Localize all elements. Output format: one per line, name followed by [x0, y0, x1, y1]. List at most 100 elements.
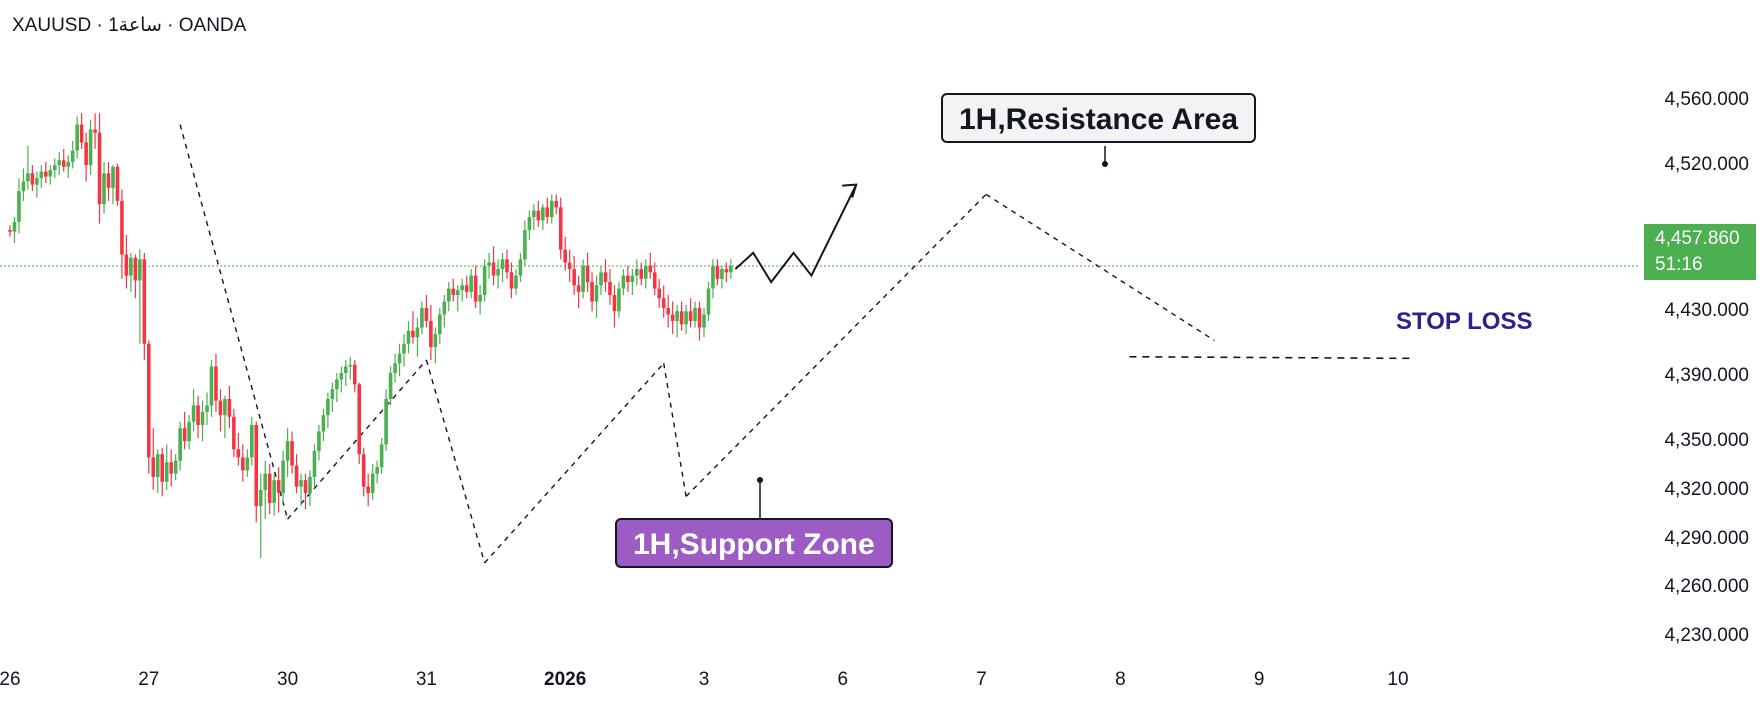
candle [263, 460, 268, 520]
candle [706, 282, 711, 322]
candle [693, 301, 697, 328]
price-tick-label: 4,230.000 [1664, 625, 1749, 646]
trend-line [484, 362, 665, 564]
candle [379, 437, 384, 474]
time-tick-label: 30 [277, 669, 299, 690]
candle [120, 189, 124, 279]
candle [236, 433, 241, 466]
candle [446, 282, 451, 312]
time-tick-label: 6 [837, 669, 849, 690]
candle [52, 158, 57, 179]
candle [599, 265, 603, 296]
candle [643, 259, 648, 289]
candle [35, 171, 39, 198]
candle [258, 473, 263, 559]
candle [17, 178, 21, 234]
candle [321, 408, 326, 442]
candle [729, 259, 733, 279]
candle [57, 152, 62, 175]
candle [164, 444, 169, 490]
candle [567, 249, 572, 283]
resistance-callout[interactable]: 1H,Resistance Area [941, 93, 1257, 143]
price-tick-label: 4,260.000 [1664, 576, 1749, 598]
candle [245, 449, 250, 477]
candle [84, 132, 88, 182]
candle [415, 317, 420, 357]
candle [572, 256, 576, 296]
candle [411, 311, 415, 344]
candle [106, 161, 111, 201]
candle [70, 140, 75, 169]
candle [21, 168, 26, 201]
candle [308, 470, 312, 507]
candle [500, 252, 505, 283]
candle [684, 304, 688, 335]
candle [294, 454, 299, 494]
candle [299, 473, 303, 507]
last-price-tag: 4,457.860 51:16 [1644, 224, 1756, 280]
candle [366, 473, 370, 507]
candle [344, 359, 348, 386]
time-tick-label: 8 [1115, 669, 1126, 690]
candle [487, 252, 491, 279]
candle [527, 210, 532, 240]
trend-line [179, 124, 289, 520]
trend-line [985, 193, 1215, 342]
candle [648, 252, 653, 279]
candle [227, 385, 232, 429]
candle [661, 285, 666, 318]
candle [496, 259, 500, 289]
stop-loss-label[interactable]: STOP LOSS [1396, 308, 1533, 335]
candle [536, 200, 541, 227]
time-tick-label: 2026 [544, 669, 587, 690]
candle [621, 269, 626, 296]
candle [505, 249, 509, 279]
candle [594, 275, 599, 318]
candle [223, 395, 227, 438]
last-price-value: 4,457.860 [1655, 228, 1740, 249]
candle [97, 113, 102, 224]
candle [111, 165, 115, 205]
candle [357, 382, 362, 464]
price-tick-label: 4,320.000 [1664, 478, 1749, 500]
support-callout[interactable]: 1H,Support Zone [615, 518, 893, 568]
candle [173, 454, 178, 481]
support-pointer-dot [757, 477, 763, 483]
candle [61, 148, 66, 172]
candle [388, 366, 393, 406]
candle [142, 252, 147, 360]
resistance-pointer-dot [1102, 161, 1108, 167]
bar-countdown: 51:16 [1655, 254, 1703, 275]
candle [254, 421, 259, 523]
candle [370, 463, 375, 500]
symbol-header[interactable]: XAUUSD · 1ساعة · OANDA [12, 15, 247, 36]
candle [626, 265, 630, 292]
candle [460, 278, 465, 302]
candle [429, 304, 433, 360]
candle [469, 269, 473, 299]
candle [191, 389, 196, 432]
candle [585, 252, 590, 292]
candle [675, 304, 679, 338]
candle [711, 259, 715, 299]
candle [541, 204, 545, 231]
candle [160, 447, 165, 497]
candle [348, 356, 353, 380]
candle [670, 301, 675, 335]
price-tick-label: 4,430.000 [1664, 300, 1749, 322]
candle [679, 301, 684, 331]
candle [639, 262, 644, 286]
candle [482, 259, 487, 302]
candle [272, 473, 276, 516]
candle [406, 321, 411, 354]
candle [209, 359, 214, 417]
candle [603, 259, 608, 292]
candle [576, 275, 581, 309]
time-tick-label: 9 [1253, 669, 1265, 690]
candle [397, 343, 402, 377]
candle [133, 254, 138, 299]
candle [514, 269, 518, 296]
candle [630, 269, 635, 296]
time-tick-label: 10 [1387, 669, 1409, 690]
candle [281, 450, 285, 503]
